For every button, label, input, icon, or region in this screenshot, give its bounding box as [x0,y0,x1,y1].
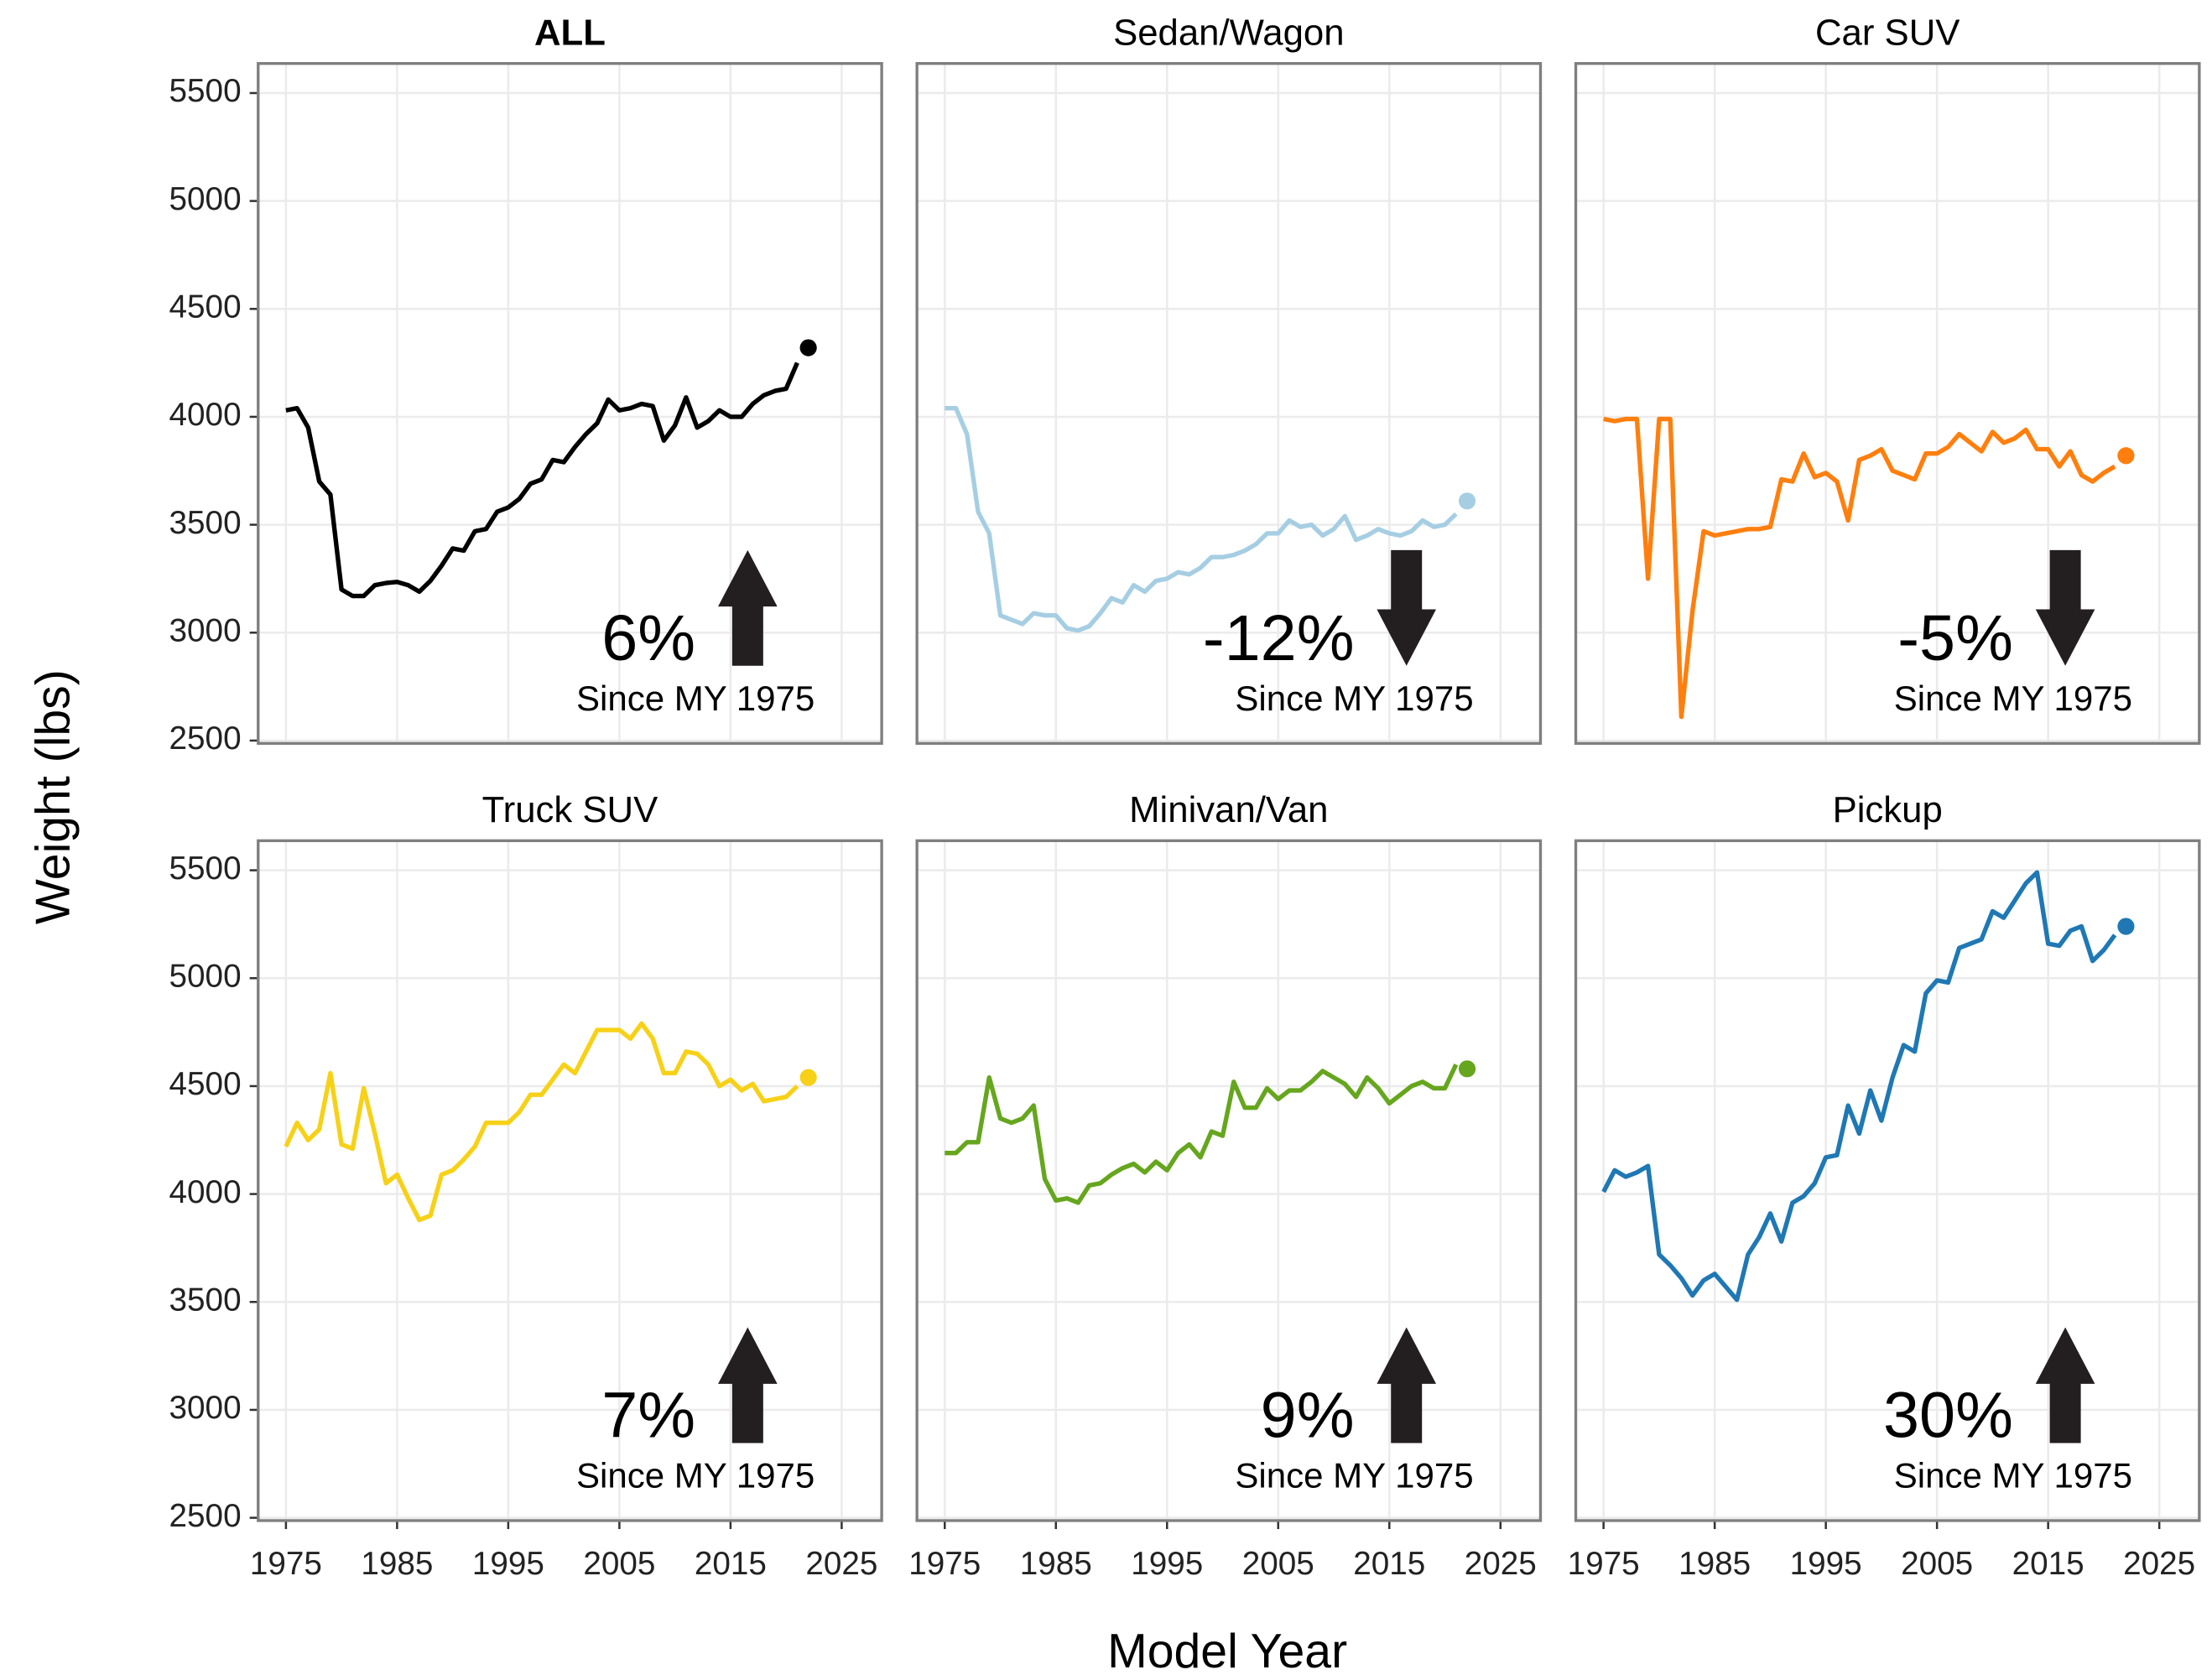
change-label: 7% [601,1380,695,1452]
change-arrow [1377,1327,1437,1443]
change-label: 30% [1883,1380,2013,1452]
y-tick-label: 3000 [169,613,242,649]
y-tick-label: 3000 [169,1390,242,1426]
panel-title: Sedan/Wagon [1113,13,1344,54]
x-tick-label: 2005 [583,1546,655,1582]
panel-frame [1574,839,2201,1522]
x-tick-label: 1985 [1679,1546,1751,1582]
y-tick-label: 5500 [169,850,242,887]
change-note: Since MY 1975 [1235,1456,1473,1495]
panel-title: Minivan/Van [1129,789,1328,830]
panel-plot [945,405,1476,633]
panel-frame [1574,62,2201,745]
data-line [1601,870,2117,1303]
change-arrow [718,549,778,666]
x-tick-label: 2015 [1353,1546,1425,1582]
y-tick-label: 5500 [169,73,242,109]
change-note: Since MY 1975 [576,1456,815,1495]
x-tick-label: 2025 [805,1546,877,1582]
x-tick-label: 2005 [1901,1546,1973,1582]
panel-title: Truck SUV [482,789,658,830]
x-tick-label: 2005 [1242,1546,1314,1582]
y-tick-label: 5000 [169,958,242,994]
y-tick-label: 3500 [169,505,242,541]
final-point [2117,918,2135,935]
final-point [1458,1060,1476,1078]
panel-background [1575,840,2199,1521]
panel-background [258,840,882,1521]
change-label: 9% [1261,1380,1355,1452]
panel-frame [257,839,883,1522]
change-arrow [2035,549,2095,666]
x-tick-label: 2015 [2012,1546,2084,1582]
panel-background [258,63,882,744]
final-point [799,339,817,356]
data-line [945,1064,1459,1205]
change-arrow [718,1327,778,1443]
change-label: -12% [1203,602,1355,674]
change-note: Since MY 1975 [576,679,815,718]
data-line [945,405,1458,633]
data-line [285,361,799,599]
change-note: Since MY 1975 [1235,679,1473,718]
change-label: 6% [601,602,695,674]
data-line [284,1021,799,1223]
final-point [2117,447,2135,465]
panel-title: Car SUV [1815,13,1960,54]
y-tick-label: 4500 [169,289,242,325]
y-tick-label: 2500 [169,720,242,757]
panel-frame [915,839,1543,1522]
panel-plot [945,1060,1476,1205]
final-point [1458,492,1476,510]
change-label: -5% [1897,602,2013,674]
x-tick-label: 1995 [1131,1546,1203,1582]
y-tick-label: 4000 [169,397,242,433]
data-line [1603,416,2116,720]
panel-title: Pickup [1833,789,1943,830]
panel-background [917,840,1541,1521]
y-tick-label: 2500 [169,1498,242,1534]
y-tick-label: 4000 [169,1174,242,1210]
panel-background [1575,63,2199,744]
panel-plot [1601,870,2135,1303]
x-tick-label: 1995 [1790,1546,1862,1582]
y-tick-label: 5000 [169,181,242,217]
y-axis-title: Weight (lbs) [26,669,80,924]
panel-plot [1603,416,2135,720]
final-point [799,1069,817,1086]
x-tick-label: 1975 [908,1546,981,1582]
change-note: Since MY 1975 [1894,1456,2132,1495]
x-tick-label: 1985 [361,1546,433,1582]
panel-plot [284,1021,817,1223]
x-tick-label: 1985 [1020,1546,1092,1582]
change-note: Since MY 1975 [1894,679,2132,718]
panel-frame [915,62,1543,745]
panel-frame [257,62,883,745]
y-tick-label: 3500 [169,1282,242,1318]
panel-background [917,63,1541,744]
x-tick-label: 2025 [2123,1546,2195,1582]
x-axis-title: Model Year [1107,1625,1347,1678]
x-tick-label: 1995 [472,1546,544,1582]
x-tick-label: 1975 [250,1546,322,1582]
x-tick-label: 1975 [1568,1546,1640,1582]
y-tick-label: 4500 [169,1066,242,1102]
change-arrow [1377,549,1437,666]
x-tick-label: 2015 [695,1546,767,1582]
x-tick-label: 2025 [1465,1546,1537,1582]
change-arrow [2035,1327,2095,1443]
panel-title: ALL [534,13,606,54]
panel-plot [285,339,817,599]
